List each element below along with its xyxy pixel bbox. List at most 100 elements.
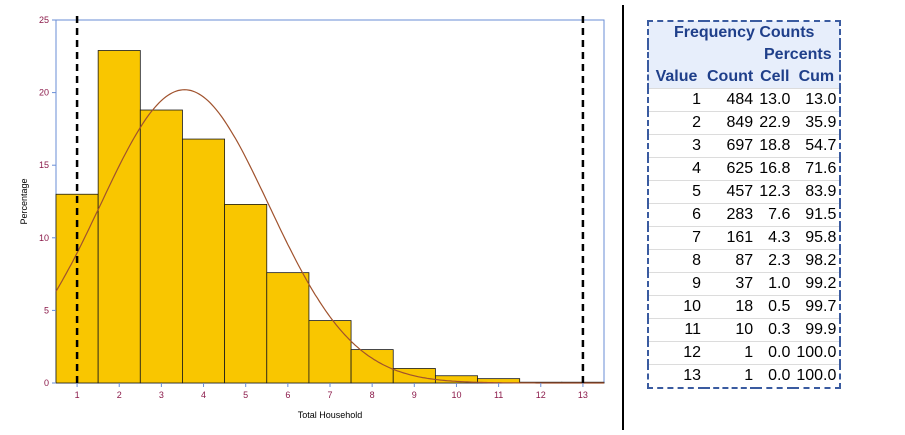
table-row: 10 18 0.5 99.7	[648, 295, 841, 319]
table-row: 11 10 0.3 99.9	[648, 318, 841, 342]
count-cell: 87	[704, 249, 757, 273]
cell-percent-cell: 12.3	[756, 180, 794, 204]
y-tick-label: 20	[39, 88, 49, 98]
bar-5	[224, 204, 268, 384]
x-tick-label: 10	[451, 390, 461, 400]
table-row: 8 87 2.3 98.2	[648, 249, 841, 273]
cell-percent-cell: 0.3	[756, 318, 794, 342]
table-row: 7 161 4.3 95.8	[648, 226, 841, 250]
cum-percent-cell: 95.8	[793, 226, 841, 250]
value-header: Value	[648, 66, 704, 89]
cum-percent-cell: 13.0	[793, 88, 841, 112]
bar-7	[308, 320, 352, 384]
count-cell: 37	[704, 272, 757, 296]
table-row: 4 625 16.8 71.6	[648, 157, 841, 181]
y-axis-label: Percentage	[19, 178, 29, 224]
cell-percent-cell: 0.0	[756, 364, 794, 388]
table-title: Frequency Counts	[648, 21, 841, 44]
value-cell: 12	[648, 341, 704, 365]
cell-percent-cell: 22.9	[756, 111, 794, 135]
x-tick-label: 1	[75, 390, 80, 400]
count-cell: 849	[704, 111, 757, 135]
value-cell: 10	[648, 295, 704, 319]
cell-header: Cell	[756, 66, 794, 89]
table-row: 3 697 18.8 54.7	[648, 134, 841, 158]
x-tick-label: 7	[327, 390, 332, 400]
y-tick-label: 5	[44, 305, 49, 315]
cum-percent-cell: 91.5	[793, 203, 841, 227]
bar-4	[182, 138, 226, 384]
divider-line	[622, 5, 624, 430]
cum-percent-cell: 100.0	[793, 341, 841, 365]
cell-percent-cell: 13.0	[756, 88, 794, 112]
x-tick-label: 9	[412, 390, 417, 400]
cum-percent-cell: 71.6	[793, 157, 841, 181]
x-tick-label: 6	[285, 390, 290, 400]
value-cell: 5	[648, 180, 704, 204]
value-cell: 1	[648, 88, 704, 112]
bar-6	[266, 272, 310, 384]
cum-percent-cell: 98.2	[793, 249, 841, 273]
value-cell: 8	[648, 249, 704, 273]
y-tick-label: 10	[39, 233, 49, 243]
cum-header: Cum	[793, 66, 841, 89]
x-tick-label: 13	[578, 390, 588, 400]
count-cell: 10	[704, 318, 757, 342]
table-row: 12 1 0.0 100.0	[648, 341, 841, 365]
count-cell: 697	[704, 134, 757, 158]
cell-percent-cell: 18.8	[756, 134, 794, 158]
cell-percent-cell: 2.3	[756, 249, 794, 273]
table-row: 9 37 1.0 99.2	[648, 272, 841, 296]
cum-percent-cell: 100.0	[793, 364, 841, 388]
table-row: 2 849 22.9 35.9	[648, 111, 841, 135]
cum-percent-cell: 99.9	[793, 318, 841, 342]
frequency-table: Frequency Counts Percents Value Count Ce…	[647, 20, 842, 389]
value-cell: 13	[648, 364, 704, 388]
cum-percent-cell: 54.7	[793, 134, 841, 158]
cell-percent-cell: 1.0	[756, 272, 794, 296]
table-row: 5 457 12.3 83.9	[648, 180, 841, 204]
y-tick-label: 25	[39, 15, 49, 25]
count-cell: 457	[704, 180, 757, 204]
count-cell: 625	[704, 157, 757, 181]
value-cell: 9	[648, 272, 704, 296]
count-cell: 283	[704, 203, 757, 227]
bar-2	[97, 50, 141, 384]
count-cell: 1	[704, 364, 757, 388]
cell-percent-cell: 0.0	[756, 341, 794, 365]
x-tick-label: 3	[159, 390, 164, 400]
normal-curve	[55, 89, 604, 384]
x-axis-label: Total Household	[298, 410, 363, 420]
cum-percent-cell: 99.7	[793, 295, 841, 319]
value-cell: 4	[648, 157, 704, 181]
x-tick-label: 12	[536, 390, 546, 400]
value-cell: 7	[648, 226, 704, 250]
x-tick-label: 8	[370, 390, 375, 400]
count-header: Count	[704, 66, 757, 89]
count-cell: 18	[704, 295, 757, 319]
cell-percent-cell: 0.5	[756, 295, 794, 319]
bar-3	[139, 109, 183, 384]
count-cell: 484	[704, 88, 757, 112]
x-tick-label: 4	[201, 390, 206, 400]
count-cell: 161	[704, 226, 757, 250]
count-cell: 1	[704, 341, 757, 365]
y-tick-label: 15	[39, 160, 49, 170]
table-row: 13 1 0.0 100.0	[648, 364, 841, 388]
table-row: 6 283 7.6 91.5	[648, 203, 841, 227]
cell-percent-cell: 7.6	[756, 203, 794, 227]
cell-percent-cell: 16.8	[756, 157, 794, 181]
x-tick-label: 5	[243, 390, 248, 400]
cum-percent-cell: 99.2	[793, 272, 841, 296]
value-cell: 6	[648, 203, 704, 227]
x-tick-label: 2	[117, 390, 122, 400]
value-cell: 3	[648, 134, 704, 158]
cell-percent-cell: 4.3	[756, 226, 794, 250]
cum-percent-cell: 35.9	[793, 111, 841, 135]
value-cell: 2	[648, 111, 704, 135]
y-tick-label: 0	[44, 378, 49, 388]
x-tick-label: 11	[494, 390, 503, 400]
cum-percent-cell: 83.9	[793, 180, 841, 204]
percents-header: Percents	[756, 44, 841, 66]
